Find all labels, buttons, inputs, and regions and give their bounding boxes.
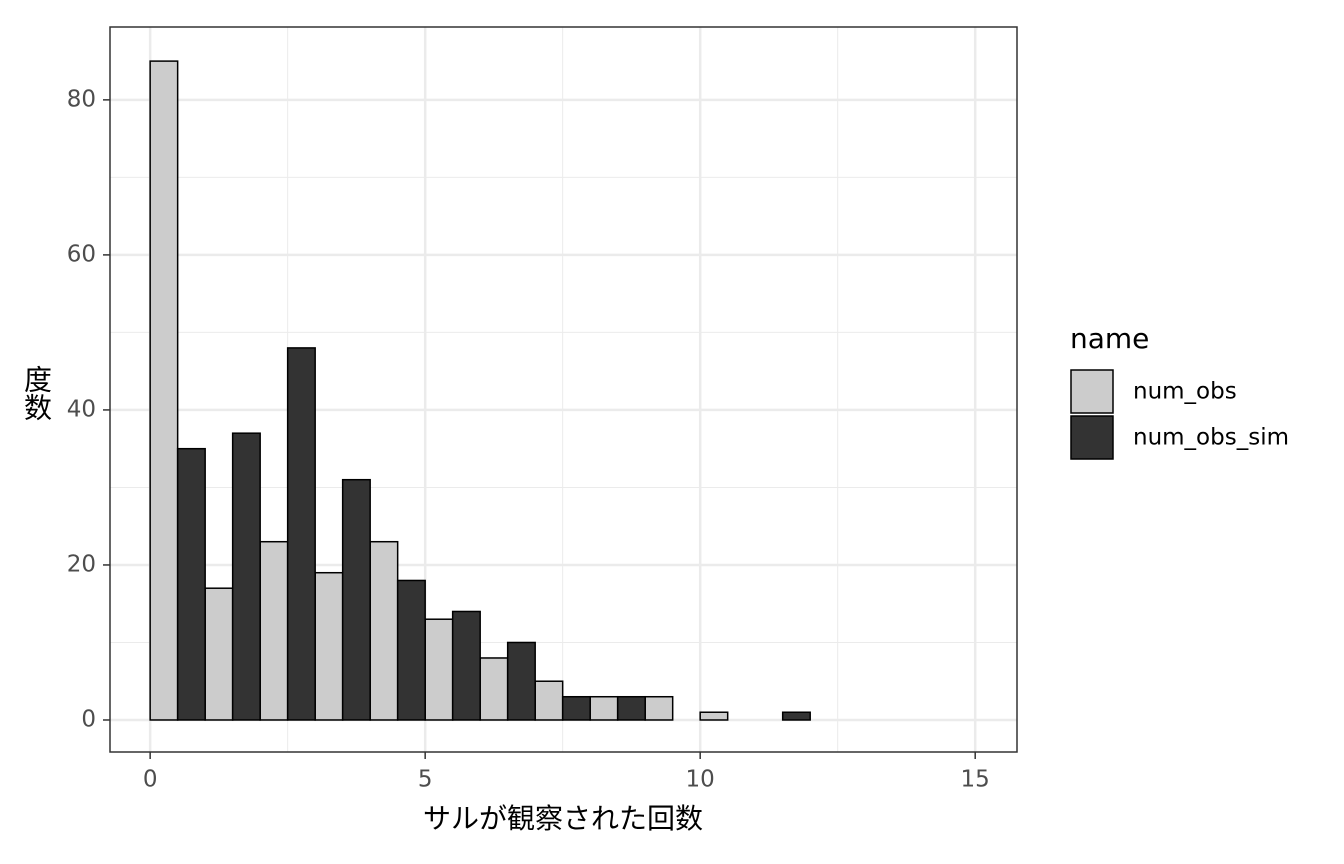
legend-title: name [1070,322,1149,355]
bar [479,657,509,721]
legend-swatch [1070,369,1114,414]
bar [286,347,316,721]
panel-border [109,26,1018,753]
bar [781,711,811,721]
x-axis-label: サルが観察された回数 [423,802,703,835]
x-tick-label: 5 [418,767,433,793]
y-tick-label: 60 [67,241,96,267]
x-tick-label: 15 [961,767,990,793]
bar [176,447,206,721]
y-tick-label: 20 [67,551,96,577]
y-axis-label: 度数 [20,365,53,421]
bar [259,540,289,721]
bar [534,680,564,721]
bar [616,695,646,721]
bar [699,711,729,721]
y-tick-label: 0 [81,706,96,732]
legend-label: num_obs_sim [1133,425,1289,451]
legend-label: num_obs [1133,379,1237,405]
legend: num_obs num_obs_sim [1070,369,1289,460]
bar [589,695,619,721]
y-tick-label: 80 [67,86,96,112]
x-tick-label: 10 [686,767,715,793]
bar [451,610,481,721]
bar [644,695,674,721]
x-tick-label: 0 [143,767,158,793]
bar [424,618,454,721]
bar [369,540,399,721]
bar [314,571,344,721]
bars [149,60,811,721]
bar [204,587,234,721]
y-tick-label: 40 [67,396,96,422]
bar [149,60,179,721]
bar [506,641,536,721]
legend-swatch [1070,415,1114,460]
bar [231,432,261,721]
bar [561,695,591,721]
bar [396,579,426,721]
bar [341,478,371,721]
